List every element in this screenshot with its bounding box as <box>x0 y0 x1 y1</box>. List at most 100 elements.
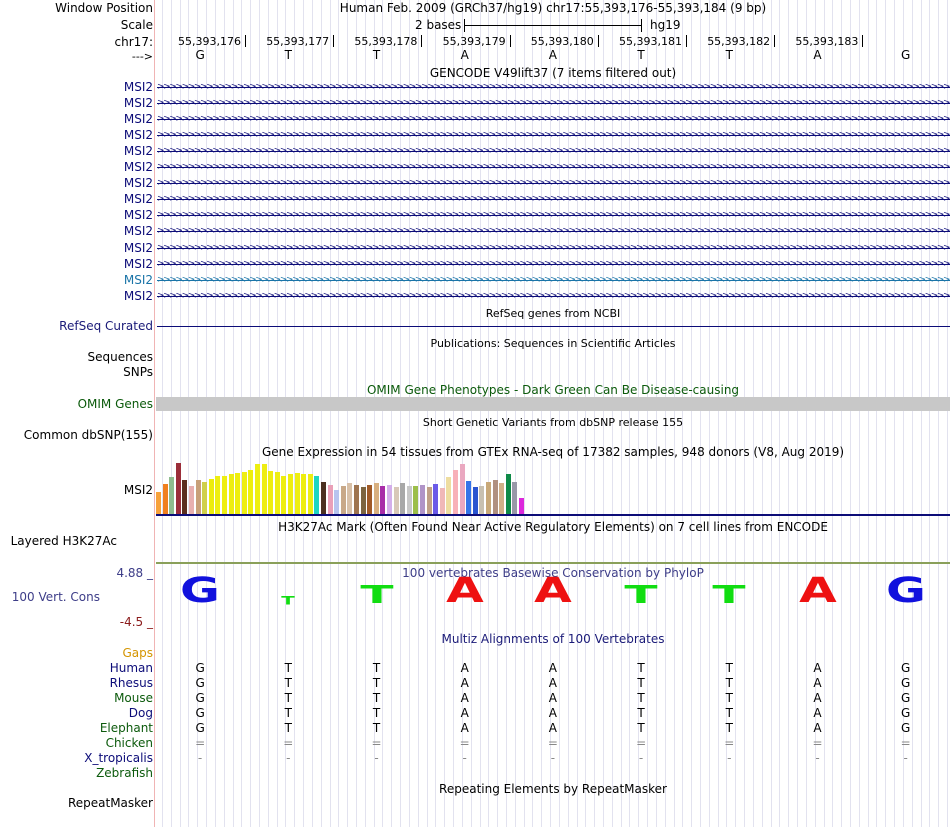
gencode-transcript[interactable]: >>>>>>>>>>>>>>>>>>>>>>>>>>>>>>>>>>>>>>>>… <box>157 113 950 127</box>
gtex-tissue-bar[interactable] <box>308 474 313 514</box>
gencode-transcript[interactable]: >>>>>>>>>>>>>>>>>>>>>>>>>>>>>>>>>>>>>>>>… <box>157 241 950 255</box>
gtex-tissue-bar[interactable] <box>288 474 293 514</box>
gencode-transcript[interactable]: >>>>>>>>>>>>>>>>>>>>>>>>>>>>>>>>>>>>>>>>… <box>157 97 950 111</box>
gtex-tissue-bar[interactable] <box>169 477 174 514</box>
gencode-gene-label[interactable]: MSI2 <box>123 160 153 175</box>
gtex-tissue-bar[interactable] <box>255 464 260 514</box>
cons-letter[interactable]: T <box>712 581 746 610</box>
gtex-tissue-bar[interactable] <box>268 471 273 514</box>
gtex-tissue-bar[interactable] <box>354 485 359 514</box>
dbsnp-title[interactable]: Short Genetic Variants from dbSNP releas… <box>422 416 684 429</box>
gtex-tissue-bar[interactable] <box>215 476 220 514</box>
cons-letter[interactable]: A <box>445 571 484 611</box>
publications-title[interactable]: Publications: Sequences in Scientific Ar… <box>430 337 676 350</box>
gencode-transcript[interactable]: >>>>>>>>>>>>>>>>>>>>>>>>>>>>>>>>>>>>>>>>… <box>157 209 950 223</box>
gtex-tissue-bar[interactable] <box>453 470 458 514</box>
gtex-tissue-bar[interactable] <box>380 486 385 514</box>
gtex-tissue-bar[interactable] <box>248 470 253 514</box>
gtex-tissue-bar[interactable] <box>400 483 405 514</box>
gtex-tissue-bar[interactable] <box>387 485 392 514</box>
gtex-tissue-bar[interactable] <box>413 486 418 514</box>
refseq-title[interactable]: RefSeq genes from NCBI <box>485 307 621 320</box>
gtex-tissue-bar[interactable] <box>242 472 247 514</box>
gtex-tissue-bar[interactable] <box>275 472 280 514</box>
cons-letter[interactable]: T <box>281 594 296 608</box>
multiz-title[interactable]: Multiz Alignments of 100 Vertebrates <box>441 632 665 646</box>
cons-label[interactable]: 100 Vert. Cons <box>11 590 100 604</box>
multiz-species-label[interactable]: Elephant <box>99 721 153 736</box>
gtex-tissue-bar[interactable] <box>229 474 234 514</box>
omim-label[interactable]: OMIM Genes <box>77 397 153 411</box>
gtex-tissue-bar[interactable] <box>314 476 319 514</box>
gtex-tissue-bar[interactable] <box>446 477 451 514</box>
refseq-label[interactable]: RefSeq Curated <box>59 319 153 333</box>
gtex-tissue-bar[interactable] <box>156 492 161 514</box>
cons-letter[interactable]: G <box>180 571 221 611</box>
gencode-gene-label[interactable]: MSI2 <box>123 288 153 303</box>
gtex-tissue-bar[interactable] <box>460 464 465 514</box>
multiz-species-label[interactable]: Zebrafish <box>96 766 153 781</box>
gtex-tissue-bar[interactable] <box>295 473 300 514</box>
omim-title[interactable]: OMIM Gene Phenotypes - Dark Green Can Be… <box>366 383 740 397</box>
gencode-transcript[interactable]: >>>>>>>>>>>>>>>>>>>>>>>>>>>>>>>>>>>>>>>>… <box>157 225 950 239</box>
gencode-transcript[interactable]: >>>>>>>>>>>>>>>>>>>>>>>>>>>>>>>>>>>>>>>>… <box>157 161 950 175</box>
gtex-tissue-bar[interactable] <box>235 473 240 514</box>
gtex-tissue-bar[interactable] <box>407 486 412 514</box>
gtex-tissue-bar[interactable] <box>427 487 432 514</box>
gencode-gene-label[interactable]: MSI2 <box>123 208 153 223</box>
gencode-title[interactable]: GENCODE V49lift37 (7 items filtered out) <box>429 66 677 80</box>
gtex-tissue-bar[interactable] <box>347 483 352 514</box>
gtex-tissue-bar[interactable] <box>176 463 181 514</box>
h3k27ac-label[interactable]: Layered H3K27Ac <box>10 534 117 548</box>
publications-sequences-label[interactable]: Sequences <box>87 350 153 364</box>
multiz-species-label[interactable]: Mouse <box>114 691 153 706</box>
gtex-tissue-bar[interactable] <box>262 464 267 514</box>
gencode-transcript[interactable]: >>>>>>>>>>>>>>>>>>>>>>>>>>>>>>>>>>>>>>>>… <box>157 81 950 94</box>
gtex-tissue-bar[interactable] <box>466 481 471 514</box>
gtex-tissue-bar[interactable] <box>163 484 168 514</box>
gtex-tissue-bar[interactable] <box>182 480 187 514</box>
gencode-transcript[interactable]: >>>>>>>>>>>>>>>>>>>>>>>>>>>>>>>>>>>>>>>>… <box>157 257 950 271</box>
gencode-transcript[interactable]: >>>>>>>>>>>>>>>>>>>>>>>>>>>>>>>>>>>>>>>>… <box>157 145 950 159</box>
dbsnp-label[interactable]: Common dbSNP(155) <box>23 428 153 442</box>
h3k27ac-title[interactable]: H3K27Ac Mark (Often Found Near Active Re… <box>278 520 828 534</box>
gtex-tissue-bar[interactable] <box>196 480 201 514</box>
cons-letter[interactable]: A <box>534 571 572 611</box>
gtex-tissue-bar[interactable] <box>499 483 504 514</box>
gencode-transcript[interactable]: >>>>>>>>>>>>>>>>>>>>>>>>>>>>>>>>>>>>>>>>… <box>157 177 950 191</box>
gencode-transcript[interactable]: >>>>>>>>>>>>>>>>>>>>>>>>>>>>>>>>>>>>>>>>… <box>157 193 950 207</box>
gencode-transcript[interactable]: >>>>>>>>>>>>>>>>>>>>>>>>>>>>>>>>>>>>>>>>… <box>157 289 950 303</box>
gtex-tissue-bar[interactable] <box>479 486 484 514</box>
gtex-tissue-bar[interactable] <box>328 485 333 514</box>
gencode-gene-label[interactable]: MSI2 <box>123 144 153 159</box>
gencode-gene-label[interactable]: MSI2 <box>123 176 153 191</box>
gtex-title[interactable]: Gene Expression in 54 tissues from GTEx … <box>261 445 845 459</box>
multiz-species-label[interactable]: Dog <box>128 706 153 721</box>
refseq-gene-line[interactable] <box>157 326 950 327</box>
gtex-tissue-bar[interactable] <box>394 487 399 514</box>
gtex-tissue-bar[interactable] <box>493 480 498 514</box>
multiz-species-label[interactable]: X_tropicalis <box>84 751 153 766</box>
cons-letter[interactable]: G <box>885 571 926 611</box>
gtex-tissue-bar[interactable] <box>202 482 207 514</box>
gtex-tissue-bar[interactable] <box>473 487 478 514</box>
gencode-gene-label[interactable]: MSI2 <box>123 96 153 111</box>
gtex-tissue-bar[interactable] <box>301 474 306 514</box>
gtex-tissue-bar[interactable] <box>189 486 194 514</box>
gtex-tissue-bar[interactable] <box>374 483 379 514</box>
multiz-species-label[interactable]: Human <box>109 661 153 675</box>
cons-title[interactable]: 100 vertebrates Basewise Conservation by… <box>402 566 704 580</box>
repeatmasker-title[interactable]: Repeating Elements by RepeatMasker <box>439 782 667 796</box>
gtex-tissue-bar[interactable] <box>433 484 438 514</box>
gtex-tissue-bar[interactable] <box>440 488 445 514</box>
gencode-gene-label[interactable]: MSI2 <box>123 240 153 255</box>
gtex-chart[interactable] <box>156 462 536 514</box>
multiz-species-label[interactable]: Rhesus <box>109 676 153 691</box>
gencode-gene-label[interactable]: MSI2 <box>123 272 153 287</box>
gtex-tissue-bar[interactable] <box>486 482 491 514</box>
multiz-species-label[interactable]: Chicken <box>105 736 153 751</box>
gencode-gene-label[interactable]: MSI2 <box>123 80 153 94</box>
gencode-transcript[interactable]: >>>>>>>>>>>>>>>>>>>>>>>>>>>>>>>>>>>>>>>>… <box>157 273 950 287</box>
gtex-tissue-bar[interactable] <box>209 479 214 514</box>
gtex-gene-label[interactable]: MSI2 <box>123 483 153 497</box>
